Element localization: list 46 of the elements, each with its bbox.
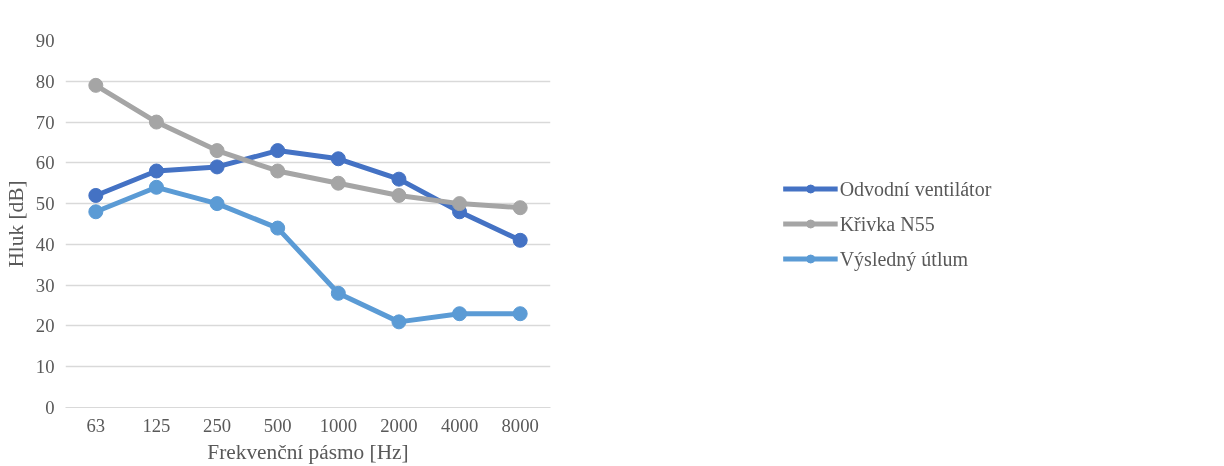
- y-tick-label: 70: [35, 111, 55, 133]
- x-tick-label: 4000: [440, 414, 479, 436]
- y-tick-label: 60: [35, 152, 55, 174]
- point: [270, 143, 286, 159]
- point: [330, 175, 346, 191]
- y-tick-label: 80: [35, 70, 55, 92]
- point: [391, 171, 407, 187]
- point: [209, 196, 225, 212]
- y-tick-label: 50: [35, 193, 55, 215]
- legend-label: Odvodní ventilátor: [839, 177, 992, 200]
- y-axis-title: Hluk [dB]: [3, 180, 28, 268]
- point: [270, 220, 286, 236]
- x-tick-label: 2000: [380, 414, 418, 436]
- point: [330, 151, 346, 167]
- point: [452, 306, 468, 322]
- point: [330, 285, 346, 301]
- point: [88, 204, 104, 220]
- x-tick-label: 8000: [501, 414, 539, 436]
- point: [512, 306, 528, 322]
- point: [391, 187, 407, 203]
- x-axis-title: Frekvenční pásmo [Hz]: [207, 439, 409, 464]
- point: [452, 196, 468, 212]
- legend-label: Výsledný útlum: [839, 247, 969, 270]
- point: [209, 159, 225, 175]
- x-tick-label: 500: [263, 414, 292, 436]
- y-tick-label: 30: [35, 274, 55, 296]
- point: [512, 200, 528, 216]
- legend-label: Křivka N55: [839, 212, 935, 235]
- y-tick-label: 10: [35, 356, 55, 378]
- point: [88, 187, 104, 203]
- y-tick-label: 90: [35, 30, 55, 51]
- point: [148, 114, 164, 130]
- point: [88, 77, 104, 93]
- x-tick-label: 250: [203, 414, 232, 436]
- x-tick-label: 1000: [319, 414, 357, 436]
- point: [148, 179, 164, 195]
- y-tick-label: 0: [45, 397, 55, 418]
- point: [512, 232, 528, 248]
- y-tick-label: 20: [35, 315, 55, 337]
- point: [270, 163, 286, 179]
- x-tick-label: 125: [142, 414, 171, 436]
- point: [148, 163, 164, 179]
- point: [391, 314, 407, 330]
- y-tick-label: 40: [35, 233, 55, 255]
- x-tick-label: 63: [86, 414, 106, 436]
- point: [209, 143, 225, 159]
